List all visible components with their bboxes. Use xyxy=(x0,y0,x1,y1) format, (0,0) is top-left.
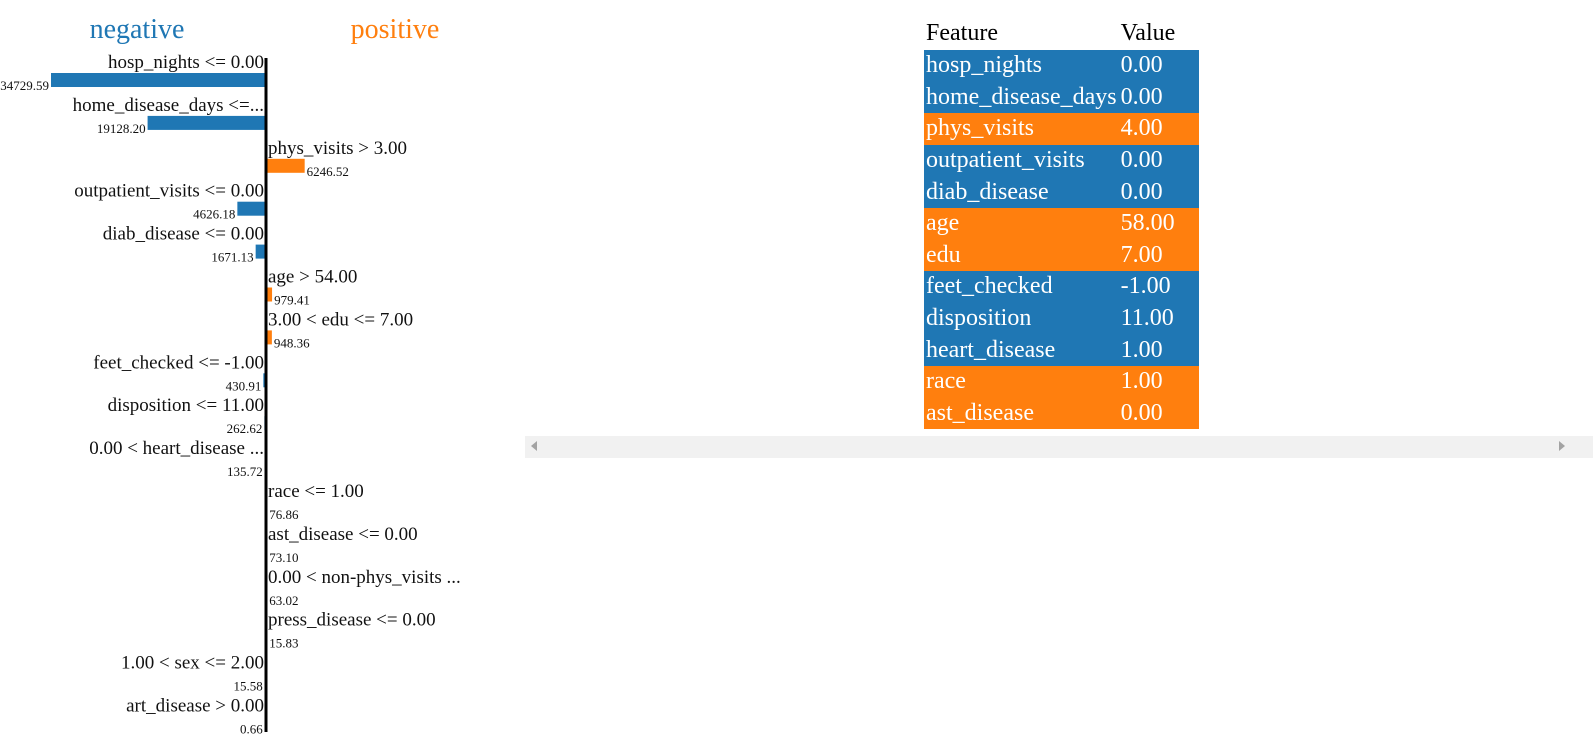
value-cell: 0.00 xyxy=(1120,147,1163,174)
chart-bar xyxy=(266,287,273,302)
bar-value-label: 15.83 xyxy=(269,636,298,651)
bar-feature-label: phys_visits > 3.00 xyxy=(268,138,407,159)
bar-value-label: 76.86 xyxy=(269,507,299,522)
bar-feature-label: home_disease_days <=... xyxy=(73,95,264,116)
bar-value-label: 6246.52 xyxy=(307,164,349,179)
feature-cell: phys_visits xyxy=(926,115,1035,142)
bar-feature-label: diab_disease <= 0.00 xyxy=(103,224,264,245)
value-cell: 0.00 xyxy=(1120,399,1163,426)
chart-bar xyxy=(266,330,272,345)
value-cell: 0.00 xyxy=(1120,52,1163,79)
bar-value-label: 34729.59 xyxy=(0,78,49,93)
feature-cell: outpatient_visits xyxy=(926,147,1085,174)
feature-cell: heart_disease xyxy=(926,336,1056,363)
bar-value-label: 430.91 xyxy=(226,378,262,393)
feature-cell: race xyxy=(926,368,966,395)
feature-column-header: Feature xyxy=(926,20,998,46)
bar-feature-label: press_disease <= 0.00 xyxy=(268,610,436,631)
value-cell: 1.00 xyxy=(1120,336,1163,363)
horizontal-scrollbar[interactable] xyxy=(525,436,1593,458)
chart-bar xyxy=(237,201,266,216)
table-row: age 58.00 xyxy=(924,207,1199,240)
feature-cell: age xyxy=(926,210,960,237)
bar-feature-label: race <= 1.00 xyxy=(268,481,364,502)
table-row: outpatient_visits 0.00 xyxy=(924,144,1199,177)
chart-bar xyxy=(147,115,266,130)
lime-explanation-chart: negative positive hosp_nights <= 0.00 34729… xyxy=(0,0,520,752)
table-row: hosp_nights 0.00 xyxy=(924,50,1199,82)
bar-value-label: 73.10 xyxy=(269,550,298,565)
table-row: heart_disease 1.00 xyxy=(924,334,1199,366)
bar-value-label: 948.36 xyxy=(274,335,310,350)
feature-value-panel: Feature Value hosp_nights 0.00 home_diseas… xyxy=(525,0,1593,462)
table-row: race 1.00 xyxy=(924,365,1199,398)
bar-value-label: 262.62 xyxy=(227,421,263,436)
value-cell: -1.00 xyxy=(1120,273,1171,300)
bar-chart-svg: negative positive hosp_nights <= 0.00 34729… xyxy=(0,14,461,737)
legend-positive: positive xyxy=(351,14,440,45)
bar-feature-label: hosp_nights <= 0.00 xyxy=(108,52,264,73)
table-row: home_disease_days 0.00 xyxy=(924,81,1199,114)
bar-feature-label: outpatient_visits <= 0.00 xyxy=(74,181,264,202)
table-row: edu 7.00 xyxy=(924,239,1199,272)
table-row: disposition 11.00 xyxy=(924,302,1199,335)
bar-feature-label: feet_checked <= -1.00 xyxy=(93,352,264,373)
bar-feature-label: art_disease > 0.00 xyxy=(126,696,264,717)
value-column-header: Value xyxy=(1120,20,1176,46)
value-cell: 0.00 xyxy=(1120,83,1163,110)
value-cell: 7.00 xyxy=(1120,241,1163,268)
value-cell: 0.00 xyxy=(1120,178,1163,205)
bar-feature-label: 3.00 < edu <= 7.00 xyxy=(268,309,413,330)
chart-bar xyxy=(51,73,266,87)
feature-value-table: Feature Value hosp_nights 0.00 home_diseas… xyxy=(924,17,1199,430)
legend-negative: negative xyxy=(90,14,185,45)
table-row: ast_disease 0.00 xyxy=(924,397,1199,430)
feature-cell: feet_checked xyxy=(926,273,1053,300)
value-cell: 58.00 xyxy=(1120,210,1175,237)
bar-feature-label: 0.00 < non-phys_visits ... xyxy=(268,567,461,588)
bar-feature-label: 1.00 < sex <= 2.00 xyxy=(121,653,264,674)
scroll-left-arrow-icon[interactable] xyxy=(531,441,537,451)
value-cell: 4.00 xyxy=(1120,115,1163,142)
bar-value-label: 15.58 xyxy=(234,679,263,694)
scroll-right-arrow-icon[interactable] xyxy=(1559,441,1565,451)
table-row: phys_visits 4.00 xyxy=(924,113,1199,145)
bar-feature-label: 0.00 < heart_disease ... xyxy=(89,438,264,459)
bar-value-label: 979.41 xyxy=(274,293,310,308)
value-cell: 11.00 xyxy=(1120,305,1174,332)
bar-feature-label: age > 54.00 xyxy=(268,267,357,288)
feature-cell: edu xyxy=(926,241,961,268)
table-header-row: Feature Value xyxy=(924,17,1199,50)
table-body: hosp_nights 0.00 home_disease_days 0.00 phys… xyxy=(924,50,1199,430)
chart-bar xyxy=(266,158,305,173)
chart-bar xyxy=(255,244,266,259)
feature-cell: hosp_nights xyxy=(926,52,1043,79)
bar-feature-label: disposition <= 11.00 xyxy=(108,395,264,416)
value-cell: 1.00 xyxy=(1120,368,1163,395)
bar-value-label: 1671.13 xyxy=(211,250,253,265)
feature-cell: diab_disease xyxy=(926,178,1049,205)
bar-value-label: 19128.20 xyxy=(97,121,146,136)
bar-value-label: 4626.18 xyxy=(193,207,235,222)
feature-cell: home_disease_days xyxy=(926,83,1117,110)
bar-value-label: 63.02 xyxy=(269,593,298,608)
feature-cell: ast_disease xyxy=(926,399,1034,426)
bar-value-label: 135.72 xyxy=(227,464,263,479)
bar-value-label: 0.66 xyxy=(240,722,263,737)
bar-feature-label: ast_disease <= 0.00 xyxy=(268,524,418,545)
table-row: diab_disease 0.00 xyxy=(924,176,1199,208)
feature-cell: disposition xyxy=(926,305,1032,332)
table-row: feet_checked -1.00 xyxy=(924,271,1199,303)
